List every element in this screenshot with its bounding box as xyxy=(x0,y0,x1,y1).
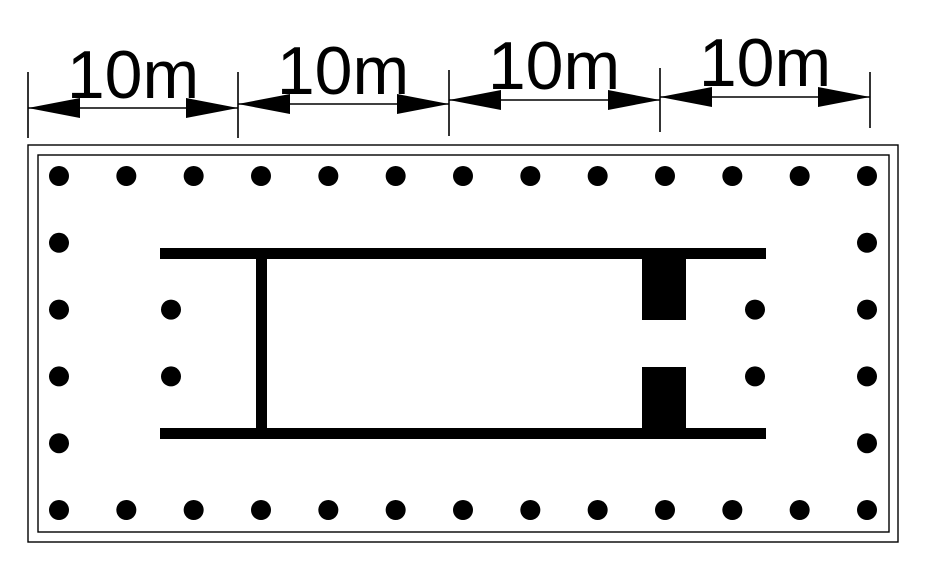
dimension-extension-lines xyxy=(27,68,871,138)
dimension-arrowheads xyxy=(28,87,870,118)
column-right-side xyxy=(857,299,877,320)
column-front-row xyxy=(587,166,608,186)
dimension-label-4: 10m xyxy=(699,25,831,101)
column-right-side xyxy=(857,433,877,454)
peristyle-columns xyxy=(49,166,877,520)
column-front-row xyxy=(49,166,69,186)
column-back-row xyxy=(655,500,675,520)
column-front-row xyxy=(116,166,137,186)
arrowhead-right-icon xyxy=(818,87,870,107)
column-opisthodomos xyxy=(161,299,181,320)
column-front-row xyxy=(722,166,743,186)
column-front-row xyxy=(453,166,473,186)
arrowhead-right-icon xyxy=(608,90,660,110)
column-pronaos xyxy=(745,366,765,387)
porch-columns xyxy=(161,299,765,387)
column-right-side xyxy=(857,232,877,253)
cella-cross-wall xyxy=(256,248,267,439)
arrowhead-left-icon xyxy=(449,90,501,110)
column-front-row xyxy=(183,166,204,186)
dimension-label-1: 10m xyxy=(67,37,199,113)
cella-door-pier-south xyxy=(642,367,686,439)
column-back-row xyxy=(251,500,271,520)
column-back-row xyxy=(857,500,877,520)
column-back-row xyxy=(318,500,339,520)
column-left-side xyxy=(49,433,69,454)
arrowhead-left-icon xyxy=(28,98,80,118)
column-front-row xyxy=(385,166,406,186)
column-left-side xyxy=(49,299,69,320)
column-left-side xyxy=(49,232,69,253)
dimension-label-2: 10m xyxy=(277,33,409,109)
column-front-row xyxy=(251,166,271,186)
column-back-row xyxy=(49,500,69,520)
column-pronaos xyxy=(745,299,765,320)
column-back-row xyxy=(453,500,473,520)
dimension-label-3: 10m xyxy=(488,28,620,104)
column-right-side xyxy=(857,366,877,387)
arrowhead-right-icon xyxy=(186,98,238,118)
cella-long-wall-south xyxy=(160,428,766,439)
column-back-row xyxy=(116,500,137,520)
column-front-row xyxy=(318,166,339,186)
column-back-row xyxy=(722,500,743,520)
column-front-row xyxy=(655,166,675,186)
column-front-row xyxy=(789,166,810,186)
cella-door-pier-north xyxy=(642,248,686,320)
column-front-row xyxy=(520,166,541,186)
column-front-row xyxy=(857,166,877,186)
column-back-row xyxy=(520,500,541,520)
stylobate-outer-outline xyxy=(27,144,899,543)
column-back-row xyxy=(183,500,204,520)
arrowhead-left-icon xyxy=(238,94,290,114)
column-left-side xyxy=(49,366,69,387)
stylobate-inner-outline xyxy=(37,154,890,533)
column-back-row xyxy=(587,500,608,520)
column-back-row xyxy=(385,500,406,520)
cella-long-wall-north xyxy=(160,248,766,259)
column-opisthodomos xyxy=(161,366,181,387)
arrowhead-right-icon xyxy=(397,94,449,114)
arrowhead-left-icon xyxy=(660,87,712,107)
cella-walls xyxy=(160,248,766,439)
column-back-row xyxy=(789,500,810,520)
